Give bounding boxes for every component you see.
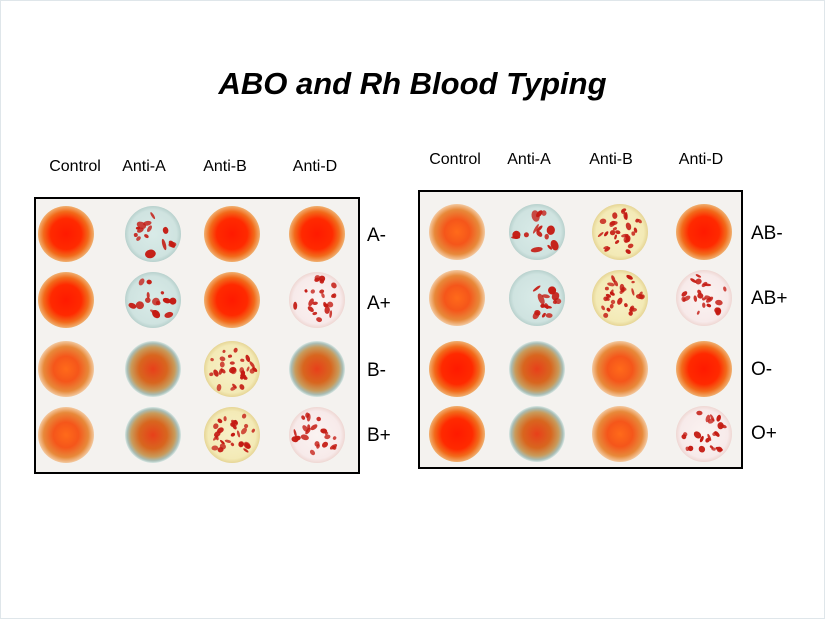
right-well-r4-c1-smooth-red	[429, 406, 485, 462]
right-well-r1-c1-smooth-orange	[429, 204, 485, 260]
left-row-label-b-pos: B+	[367, 425, 391, 446]
left-well-r1-c4-smooth-red	[289, 206, 345, 262]
left-row-label-a-neg: A-	[367, 225, 386, 246]
left-col-label-anti-a: Anti-A	[122, 158, 166, 175]
left-well-r2-c4-agglutinated-pink	[289, 272, 345, 328]
left-well-r4-c3-agglutinated-yellow	[204, 407, 260, 463]
slide-title: ABO and Rh Blood Typing	[218, 66, 607, 101]
right-row-label-o-pos: O+	[751, 423, 777, 444]
right-well-r2-c3-agglutinated-yellow	[592, 270, 648, 326]
right-well-r2-c4-agglutinated-pink	[676, 270, 732, 326]
right-col-label-anti-b: Anti-B	[589, 151, 633, 168]
right-well-r3-c4-smooth-red	[676, 341, 732, 397]
right-col-label-anti-d: Anti-D	[678, 151, 724, 168]
left-well-r1-c3-smooth-red	[204, 206, 260, 262]
right-well-r2-c1-smooth-orange	[429, 270, 485, 326]
right-well-r4-c2-smooth-blue-rim	[509, 406, 565, 462]
left-well-r3-c2-smooth-blue-rim	[125, 341, 181, 397]
left-row-label-b-neg: B-	[367, 360, 386, 381]
left-well-r4-c2-smooth-blue-rim	[125, 407, 181, 463]
left-row-label-a-pos: A+	[367, 293, 391, 314]
left-well-r4-c4-agglutinated-pink	[289, 407, 345, 463]
right-col-label-anti-a: Anti-A	[507, 151, 551, 168]
left-well-r3-c4-smooth-blue-rim	[289, 341, 345, 397]
left-typing-panel	[34, 197, 360, 474]
left-wells-canvas	[38, 206, 345, 463]
right-typing-panel	[418, 190, 743, 469]
right-well-r3-c1-smooth-red	[429, 341, 485, 397]
right-well-r4-c3-smooth-orange	[592, 406, 648, 462]
right-col-label-control: Control	[429, 151, 481, 168]
right-wells-canvas	[429, 204, 732, 462]
right-well-r1-c2-agglutinated-blue	[509, 204, 565, 260]
right-well-r1-c4-smooth-red	[676, 204, 732, 260]
right-row-label-ab-pos: AB+	[751, 288, 788, 309]
right-well-r3-c3-smooth-orange	[592, 341, 648, 397]
left-col-label-anti-b: Anti-B	[203, 158, 247, 175]
right-well-r1-c3-agglutinated-yellow	[592, 204, 648, 260]
left-well-r1-c1-smooth-red	[38, 206, 94, 262]
right-row-label-ab-neg: AB-	[751, 223, 783, 244]
left-well-r2-c3-smooth-red	[204, 272, 260, 328]
left-col-label-control: Control	[49, 158, 101, 175]
right-well-r2-c2-agglutinated-blue	[509, 270, 565, 326]
left-well-r1-c2-agglutinated-blue	[125, 206, 181, 262]
left-well-r2-c1-smooth-red	[38, 272, 94, 328]
left-well-r4-c1-smooth-orange	[38, 407, 94, 463]
right-well-r3-c2-smooth-blue-rim	[509, 341, 565, 397]
left-col-label-anti-d: Anti-D	[292, 158, 338, 175]
left-well-r2-c2-agglutinated-blue	[125, 272, 181, 328]
left-well-r3-c1-smooth-orange	[38, 341, 94, 397]
left-well-r3-c3-agglutinated-yellow	[204, 341, 260, 397]
right-row-label-o-neg: O-	[751, 359, 773, 380]
right-well-r4-c4-agglutinated-pink	[676, 406, 732, 462]
